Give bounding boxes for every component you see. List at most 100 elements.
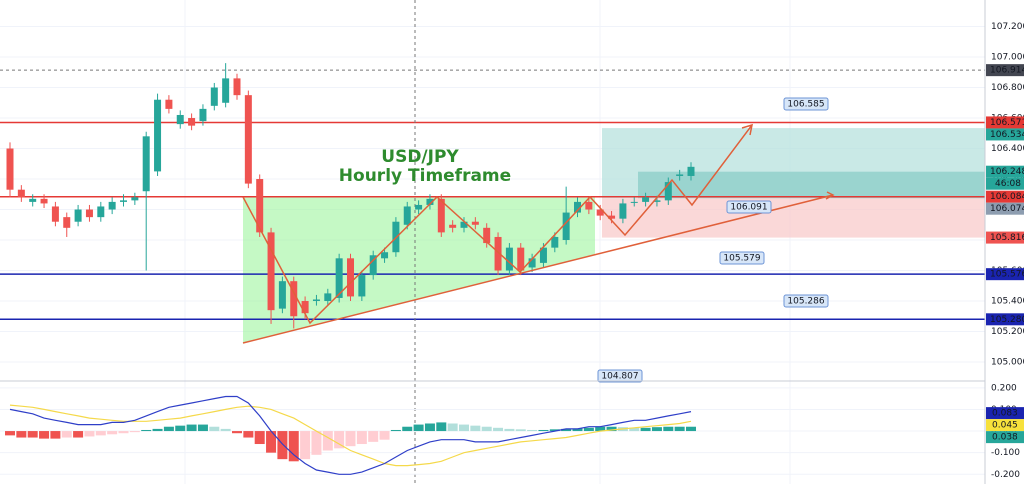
macd-tag-label: 0.038: [992, 433, 1018, 443]
y-tick-label: 105.200: [991, 327, 1024, 337]
histogram-bar: [572, 428, 583, 432]
candle-body: [642, 197, 650, 202]
histogram-bar: [481, 426, 492, 432]
histogram-bar: [413, 424, 424, 432]
price-tag-label: 105.816: [990, 233, 1024, 243]
candle-body: [108, 201, 116, 210]
callout-box: [726, 200, 772, 214]
candle-body: [517, 247, 525, 271]
histogram-bar: [436, 422, 447, 432]
candles: [6, 63, 695, 329]
histogram-bar: [209, 426, 220, 432]
histogram-bar: [311, 431, 322, 455]
candle-body: [585, 201, 593, 210]
histogram-bar: [515, 429, 526, 432]
histogram-bar: [175, 425, 186, 432]
candle-body: [131, 197, 139, 201]
macd-tick-label: -0.200: [991, 470, 1020, 480]
price-tag-label: 105.280: [990, 315, 1024, 325]
candle-body: [256, 179, 264, 233]
histogram-bar: [549, 429, 560, 432]
candle-body: [222, 78, 230, 103]
histogram-bar: [356, 431, 367, 445]
histogram-bar: [334, 431, 345, 449]
countdown-label: 46:08: [995, 179, 1021, 189]
histogram-bar: [50, 431, 61, 439]
candle-body: [403, 206, 411, 225]
candle-body: [528, 258, 536, 268]
levels: [0, 69, 985, 321]
candle-body: [17, 189, 25, 198]
histogram-bar: [27, 431, 38, 438]
candle-body: [301, 301, 309, 314]
callouts: 106.585 106.091 105.579 105.286 104.807: [597, 97, 829, 383]
candle-body: [312, 299, 320, 302]
price-tag-label: 106.571: [990, 118, 1024, 128]
histogram-bar: [163, 426, 174, 432]
candle-body: [653, 200, 661, 202]
price-tag: [986, 64, 1024, 77]
candle-body: [505, 247, 513, 271]
candle-body: [324, 293, 332, 302]
histogram-bar: [538, 429, 549, 432]
candle-body: [74, 209, 82, 222]
candle-body: [358, 275, 366, 297]
candle-body: [335, 258, 343, 298]
price-tag-label: 106.248: [990, 167, 1024, 177]
price-tag-label: 106.074: [990, 204, 1024, 214]
macd-pane: [0, 387, 985, 475]
candle-body: [188, 118, 196, 126]
histogram-bar: [583, 427, 594, 432]
macd-tag: [986, 419, 1024, 432]
candle-body: [369, 255, 377, 276]
candle-body: [449, 224, 457, 228]
histogram-bar: [674, 426, 685, 432]
arrow-head: [825, 191, 835, 200]
histogram-bar: [84, 431, 95, 437]
callout-label: 104.807: [601, 372, 638, 382]
macd-tag-label: 0.045: [992, 421, 1018, 431]
candle-body: [460, 221, 468, 228]
y-tick-label: 105.000: [991, 358, 1024, 368]
histogram-bar: [118, 431, 129, 434]
candle-body: [381, 252, 389, 259]
histogram-bar: [39, 431, 50, 439]
macd-tag: [986, 431, 1024, 444]
price-tag: [986, 202, 1024, 215]
macd-tick-label: 0.200: [991, 383, 1017, 393]
price-tag: [986, 268, 1024, 281]
histogram-bar: [95, 431, 106, 436]
zigzag: [242, 124, 753, 325]
histogram-bar: [141, 429, 152, 432]
candle-body: [165, 99, 173, 109]
histogram-bar: [504, 428, 515, 432]
candle-body: [267, 232, 275, 311]
candle-body: [551, 236, 559, 248]
histogram-bar: [447, 423, 458, 432]
candle-body: [51, 206, 59, 222]
candle-body: [630, 201, 638, 203]
histogram-bar: [640, 427, 651, 432]
histogram-bar: [606, 426, 617, 432]
histogram-bar: [254, 431, 265, 445]
countdown-tag: [986, 177, 1024, 190]
histogram-bar: [561, 428, 572, 432]
y-tick-label: 107.000: [991, 53, 1024, 63]
histogram-bar: [152, 428, 163, 432]
candle-body: [120, 200, 127, 202]
histogram-bar: [595, 426, 606, 432]
price-tag: [986, 116, 1024, 129]
callout-box: [597, 369, 643, 383]
price-tag-label: 106.084: [990, 192, 1024, 202]
y-tick-label: 106.400: [991, 144, 1024, 154]
macd-line: [9, 395, 692, 475]
candle-body: [199, 108, 207, 122]
histogram-bar: [5, 431, 15, 436]
candle-body: [244, 95, 252, 184]
candle-body: [608, 215, 616, 219]
candle-body: [85, 209, 93, 218]
histogram-bar: [527, 429, 538, 432]
histogram-bar: [197, 424, 208, 432]
candle-body: [483, 227, 491, 244]
